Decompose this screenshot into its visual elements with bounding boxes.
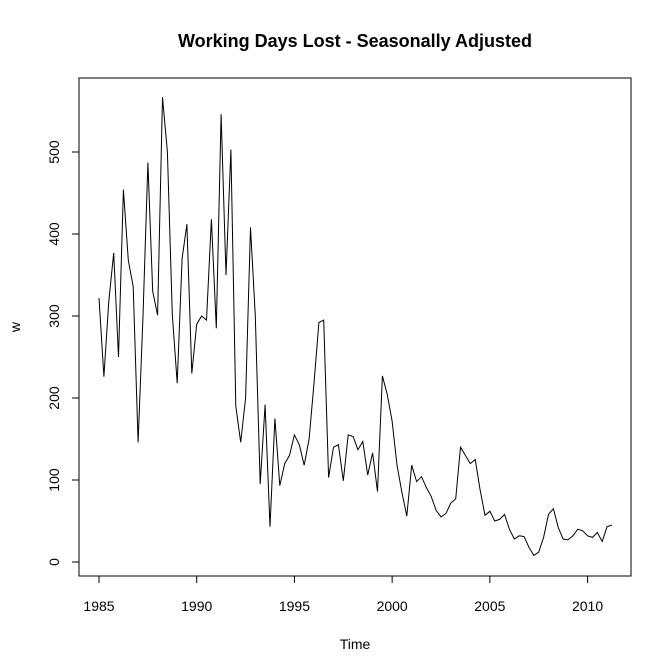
y-tick-label: 400 (46, 222, 62, 246)
x-tick-label: 2010 (572, 598, 603, 614)
x-tick-label: 1990 (181, 598, 212, 614)
y-tick-label: 100 (46, 468, 62, 492)
x-tick-label: 2000 (377, 598, 408, 614)
x-axis-label: Time (340, 636, 371, 652)
series-line (98, 97, 613, 557)
y-tick-label: 300 (46, 304, 62, 328)
series-layer (98, 97, 613, 557)
x-tick-label: 1985 (83, 598, 114, 614)
y-axis: 0 100 200 300 400 500 (46, 140, 80, 566)
chart-title: Working Days Lost - Seasonally Adjusted (178, 31, 532, 51)
y-axis-label: w (7, 321, 23, 333)
y-tick-label: 500 (46, 140, 62, 164)
y-tick-label: 200 (46, 386, 62, 410)
y-tick-label: 0 (46, 558, 62, 566)
x-tick-label: 1995 (279, 598, 310, 614)
x-axis: 1985 1990 1995 2000 2005 2010 (83, 575, 603, 614)
x-tick-label: 2005 (474, 598, 505, 614)
